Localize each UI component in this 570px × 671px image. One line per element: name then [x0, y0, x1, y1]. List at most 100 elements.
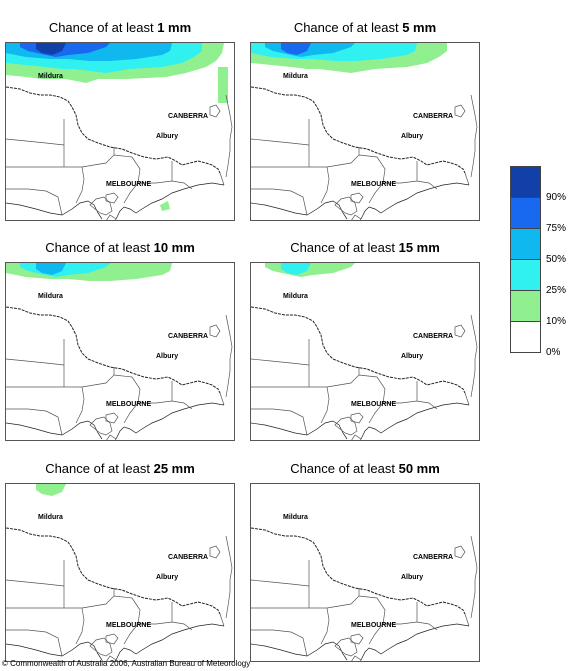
districts-line: [251, 119, 438, 216]
place-label-canberra: CANBERRA: [168, 113, 209, 120]
copyright-notice: © Commonwealth of Australia 2006, Austra…: [2, 659, 251, 668]
districts-line: [6, 560, 193, 657]
place-label-albury: Albury: [156, 133, 179, 140]
probability-shading: [160, 201, 170, 211]
place-label-mildura: Mildura: [38, 293, 63, 300]
probability-shading: [265, 263, 355, 277]
probability-shading: [36, 484, 66, 496]
nsw_coast-line: [470, 535, 478, 619]
place-label-melbourne: MELBOURNE: [351, 181, 397, 188]
nswline-line: [464, 613, 470, 627]
nswline-line: [219, 613, 225, 627]
border-line: [6, 527, 221, 615]
panel-title: Chance of at least 5 mm: [293, 20, 437, 35]
place-label-albury: Albury: [401, 133, 424, 140]
coast-line: [6, 402, 225, 440]
place-label-melbourne: MELBOURNE: [351, 622, 397, 629]
map-canvas: [6, 484, 233, 661]
place-label-albury: Albury: [156, 353, 179, 360]
act-line: [209, 545, 221, 559]
map-canvas: [251, 263, 478, 440]
map-canvas: [6, 43, 233, 220]
legend-swatch-90: [510, 166, 541, 198]
legend-swatch-75: [510, 197, 541, 229]
bays-line: [334, 416, 362, 440]
legend-label-25: 25%: [546, 285, 567, 296]
map-canvas: [6, 263, 233, 440]
legend-label-0: 0%: [546, 347, 561, 358]
place-label-melbourne: MELBOURNE: [106, 622, 152, 629]
nsw_coast-line: [470, 94, 478, 178]
place-label-canberra: CANBERRA: [168, 554, 209, 561]
districts-line: [6, 339, 193, 436]
border-line: [251, 527, 466, 615]
act-line: [209, 324, 221, 338]
place-label-mildura: Mildura: [38, 514, 63, 521]
probability-legend: 90% 75% 50% 25% 10% 0%: [510, 166, 570, 358]
act-line: [454, 104, 466, 118]
border-line: [6, 86, 221, 174]
act-line: [209, 104, 221, 118]
nsw_coast-line: [225, 314, 233, 398]
coast-line: [6, 623, 225, 661]
place-label-mildura: Mildura: [38, 73, 63, 80]
legend-label-90: 90%: [546, 192, 567, 203]
victoria-map: Mildura CANBERRA Albury MELBOURNE: [5, 262, 235, 441]
legend-label-10: 10%: [546, 316, 567, 327]
districts-line: [251, 560, 438, 657]
place-label-melbourne: MELBOURNE: [106, 401, 152, 408]
legend-swatch-0: [510, 321, 541, 353]
place-label-canberra: CANBERRA: [413, 554, 454, 561]
probability-shading: [281, 43, 311, 55]
bays-line: [334, 637, 362, 661]
place-label-albury: Albury: [401, 574, 424, 581]
victoria-map: Mildura CANBERRA Albury MELBOURNE: [5, 483, 235, 662]
border-line: [251, 86, 466, 174]
panel-title: Chance of at least 1 mm: [48, 20, 192, 35]
nswline-line: [219, 172, 225, 186]
place-label-mildura: Mildura: [283, 293, 308, 300]
border-line: [6, 306, 221, 394]
nsw_coast-line: [470, 314, 478, 398]
districts-line: [6, 119, 193, 216]
coast-line: [251, 623, 470, 661]
panel-title: Chance of at least 15 mm: [290, 240, 440, 255]
bays-line: [89, 196, 117, 220]
probability-shading: [36, 263, 66, 275]
legend-swatch-10: [510, 290, 541, 322]
nsw_coast-line: [225, 535, 233, 619]
nswline-line: [219, 392, 225, 406]
place-label-melbourne: MELBOURNE: [351, 401, 397, 408]
place-label-canberra: CANBERRA: [413, 333, 454, 340]
place-label-melbourne: MELBOURNE: [106, 181, 152, 188]
coast-line: [251, 182, 470, 220]
place-label-albury: Albury: [401, 353, 424, 360]
probability-shading: [218, 67, 228, 103]
nswline-line: [464, 392, 470, 406]
victoria-map: Mildura CANBERRA Albury MELBOURNE: [250, 42, 480, 221]
nsw_coast-line: [225, 94, 233, 178]
victoria-map: Mildura CANBERRA Albury MELBOURNE: [5, 42, 235, 221]
act-line: [454, 324, 466, 338]
border-line: [251, 306, 466, 394]
bays-line: [334, 196, 362, 220]
bays-line: [89, 416, 117, 440]
place-label-canberra: CANBERRA: [413, 113, 454, 120]
panel-title: Chance of at least 25 mm: [45, 461, 195, 476]
probability-shading: [281, 263, 311, 275]
panel-title: Chance of at least 10 mm: [45, 240, 195, 255]
coast-line: [251, 402, 470, 440]
legend-label-75: 75%: [546, 223, 567, 234]
legend-swatch-50: [510, 228, 541, 260]
place-label-albury: Albury: [156, 574, 179, 581]
legend-swatch-25: [510, 259, 541, 291]
nswline-line: [464, 172, 470, 186]
panel-title: Chance of at least 50 mm: [290, 461, 440, 476]
place-label-mildura: Mildura: [283, 73, 308, 80]
legend-label-50: 50%: [546, 254, 567, 265]
act-line: [454, 545, 466, 559]
place-label-mildura: Mildura: [283, 514, 308, 521]
bays-line: [89, 637, 117, 661]
victoria-map: Mildura CANBERRA Albury MELBOURNE: [250, 483, 480, 662]
probability-shading: [36, 43, 66, 55]
